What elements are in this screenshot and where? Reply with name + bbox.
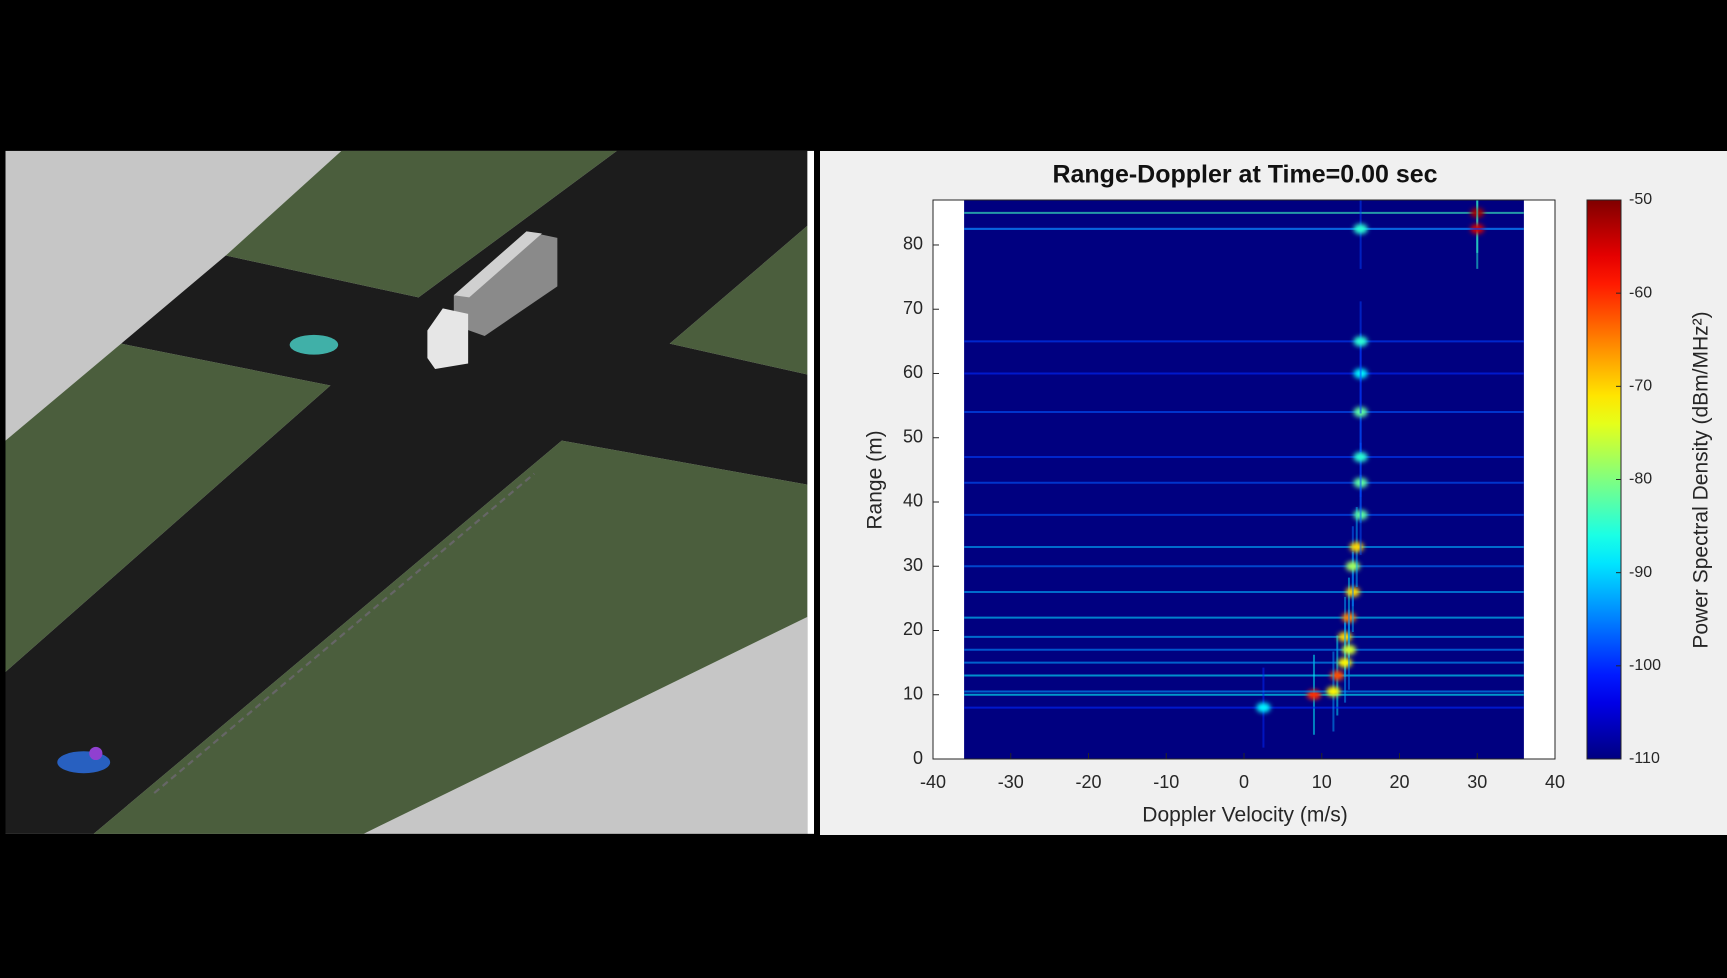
car	[290, 335, 338, 355]
colorbar-tick-label: -110	[1629, 750, 1660, 767]
colorbar	[1587, 200, 1621, 759]
y-tick-label: 40	[903, 491, 923, 511]
target-return	[1350, 542, 1364, 552]
x-axis-label: Doppler Velocity (m/s)	[1142, 804, 1347, 827]
y-tick-label: 20	[903, 619, 923, 639]
colorbar-tick-label: -80	[1629, 471, 1652, 488]
target-return	[1342, 645, 1356, 655]
x-tick-label: 30	[1467, 772, 1487, 792]
y-tick-label: 10	[903, 683, 923, 703]
target-return	[1346, 561, 1360, 571]
x-tick-label: 40	[1545, 772, 1565, 792]
y-tick-label: 50	[903, 426, 923, 446]
colorbar-tick-label: -50	[1629, 191, 1652, 208]
y-tick-label: 60	[903, 362, 923, 382]
divider	[807, 151, 814, 834]
chart-title: Range-Doppler at Time=0.00 sec	[1052, 161, 1437, 189]
y-tick-label: 70	[903, 298, 923, 318]
scene-3d	[6, 151, 815, 834]
x-tick-label: 20	[1389, 772, 1409, 792]
target-return	[1354, 452, 1368, 462]
y-tick-label: 30	[903, 555, 923, 575]
colorbar-tick-label: -60	[1629, 284, 1652, 301]
x-tick-label: -10	[1153, 772, 1179, 792]
target-return	[1354, 336, 1368, 346]
target-return	[1338, 658, 1352, 668]
colorbar-tick-label: -70	[1629, 378, 1652, 395]
y-axis-label: Range (m)	[864, 430, 887, 529]
y-tick-label: 0	[913, 748, 923, 768]
x-tick-label: -30	[998, 772, 1024, 792]
target-return	[1256, 703, 1270, 713]
target-return	[1330, 670, 1344, 680]
colorbar-tick-label: -100	[1629, 657, 1661, 674]
target-return	[1326, 687, 1340, 697]
x-tick-label: 0	[1239, 772, 1249, 792]
x-tick-label: 10	[1312, 772, 1332, 792]
x-tick-label: -40	[920, 772, 946, 792]
page: Range-Doppler at Time=0.00 sec Doppler V…	[0, 0, 1727, 978]
target-return	[1354, 224, 1368, 234]
y-tick-label: 80	[903, 234, 923, 254]
colorbar-label: Power Spectral Density (dBm/MHz²)	[1690, 311, 1713, 648]
screen: Range-Doppler at Time=0.00 sec Doppler V…	[0, 0, 1727, 978]
colorbar-tick-label: -90	[1629, 564, 1652, 581]
x-tick-label: -20	[1075, 772, 1101, 792]
